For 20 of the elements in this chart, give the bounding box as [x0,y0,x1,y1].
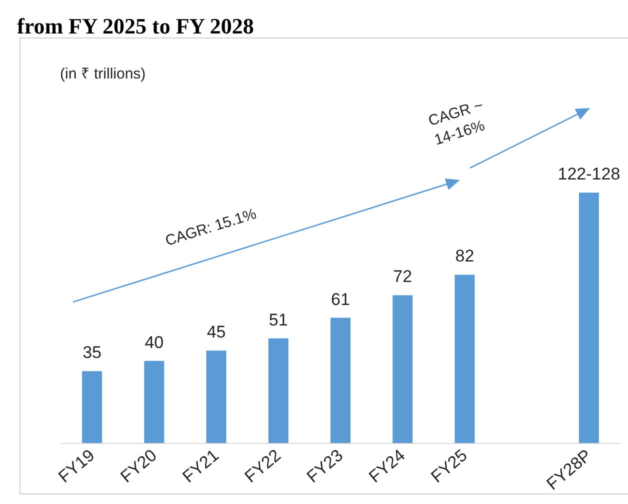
text: CAGR ~ 14-16% [426,96,490,149]
annotation: CAGR: 15.1% [163,206,258,250]
bar [454,274,475,443]
data-label: 45 [206,322,226,342]
bar [82,371,102,443]
bar [392,295,413,443]
bar [206,350,226,443]
data-label: 122-128 [558,164,620,184]
chart-title: from FY 2025 to FY 2028 [17,14,254,38]
data-label: 72 [393,267,412,286]
data-label: 82 [455,246,474,266]
data-label: 51 [268,310,288,330]
data-label: 35 [82,343,102,362]
bar [578,192,599,443]
data-label: 61 [331,290,350,309]
bar [268,338,288,443]
data-label: 40 [144,332,164,352]
text: (in ₹ trillions) [60,66,146,82]
bar [144,360,164,443]
bar [330,318,350,443]
